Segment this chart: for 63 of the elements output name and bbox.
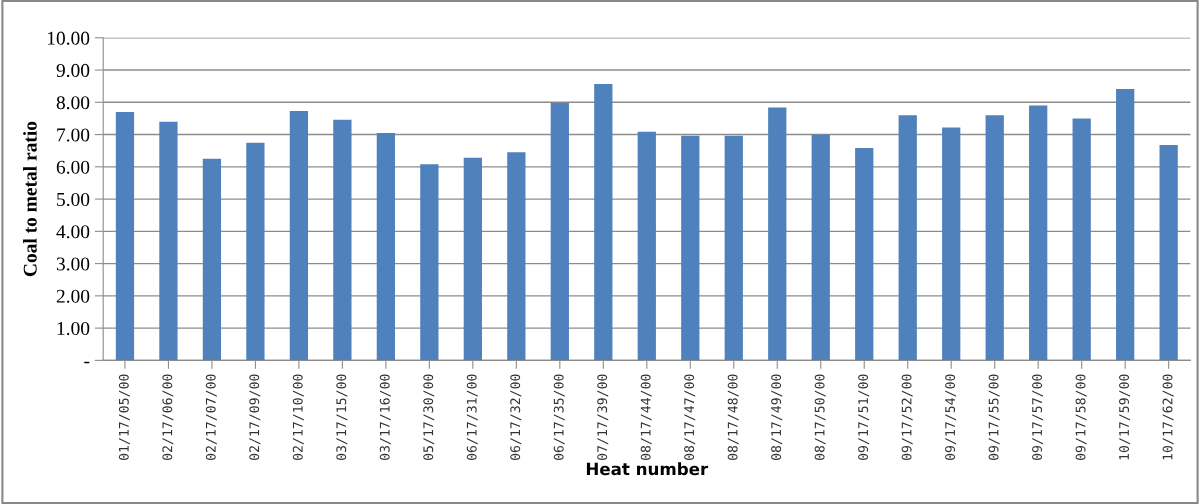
x-tick-label: 02/17/06/00: [162, 374, 174, 461]
bar: [681, 135, 700, 361]
x-tick-label: 08/17/44/00: [640, 374, 652, 461]
bar: [115, 111, 135, 361]
bar: [507, 152, 526, 361]
bar: [246, 142, 265, 361]
bar: [811, 134, 830, 361]
x-tick-label: 06/17/35/00: [553, 374, 565, 461]
x-tick-label: 09/17/54/00: [945, 374, 957, 461]
bar: [420, 164, 439, 361]
y-tick-label: 4.00: [56, 225, 90, 239]
bar: [376, 132, 395, 361]
x-tick-label: 09/17/57/00: [1032, 374, 1044, 461]
x-tick-label: 09/17/52/00: [901, 374, 913, 461]
bar: [202, 158, 222, 361]
y-tick-label: 9.00: [56, 63, 90, 78]
x-tick-label: 09/17/55/00: [988, 374, 1000, 461]
x-tick-label: 08/17/48/00: [727, 374, 739, 461]
bar: [159, 121, 178, 361]
x-tick-label: 02/17/09/00: [249, 374, 261, 461]
x-tick-label: 06/17/32/00: [510, 374, 522, 461]
bar: [985, 115, 1004, 361]
x-tick-label: 06/17/31/00: [466, 374, 478, 461]
bar: [1029, 105, 1048, 361]
x-tick-label: 10/17/62/00: [1162, 374, 1174, 460]
bar: [463, 157, 482, 361]
x-tick-label: 09/17/58/00: [1075, 374, 1087, 461]
bar: [637, 131, 656, 361]
x-tick-label: 10/17/59/00: [1119, 374, 1131, 460]
x-tick-label: 08/17/47/00: [684, 374, 696, 461]
x-tick-label: 07/17/39/00: [597, 374, 609, 461]
x-tick-label: 03/17/16/00: [379, 374, 391, 461]
x-tick-label: 02/17/10/00: [292, 374, 304, 461]
bar: [1072, 118, 1091, 361]
y-tick-label: -: [84, 361, 90, 364]
bar: [594, 83, 613, 361]
bar: [1116, 89, 1135, 361]
bar: [942, 127, 961, 361]
bar: [289, 111, 309, 361]
bar: [768, 107, 787, 361]
x-tick-label: 01/17/05/00: [118, 374, 130, 461]
y-tick-label: 6.00: [56, 160, 90, 174]
y-axis-title: Coal to metal ratio: [23, 121, 37, 277]
bar: [333, 119, 352, 361]
y-tick-label: 5.00: [57, 192, 90, 207]
y-tick-label: 8.00: [56, 96, 90, 110]
bar: [1159, 144, 1178, 361]
x-tick-label: 03/17/15/00: [336, 374, 348, 461]
x-tick-label: 02/17/07/00: [205, 374, 217, 461]
y-tick-label: 10.00: [47, 31, 90, 45]
bar: [550, 102, 569, 361]
x-axis-title: Heat number: [586, 462, 709, 476]
y-tick-label: 2.00: [56, 289, 90, 303]
x-tick-label: 05/17/30/00: [423, 374, 435, 461]
x-tick-label: 08/17/49/00: [771, 374, 783, 461]
bar: [724, 135, 743, 361]
bar: [898, 115, 917, 361]
y-tick-label: 1.00: [57, 321, 90, 336]
y-tick-label: 3.00: [56, 257, 90, 271]
x-tick-label: 09/17/51/00: [858, 374, 870, 461]
x-tick-label: 08/17/50/00: [814, 374, 826, 461]
y-tick-label: 7.00: [57, 128, 90, 142]
bar: [855, 148, 874, 361]
